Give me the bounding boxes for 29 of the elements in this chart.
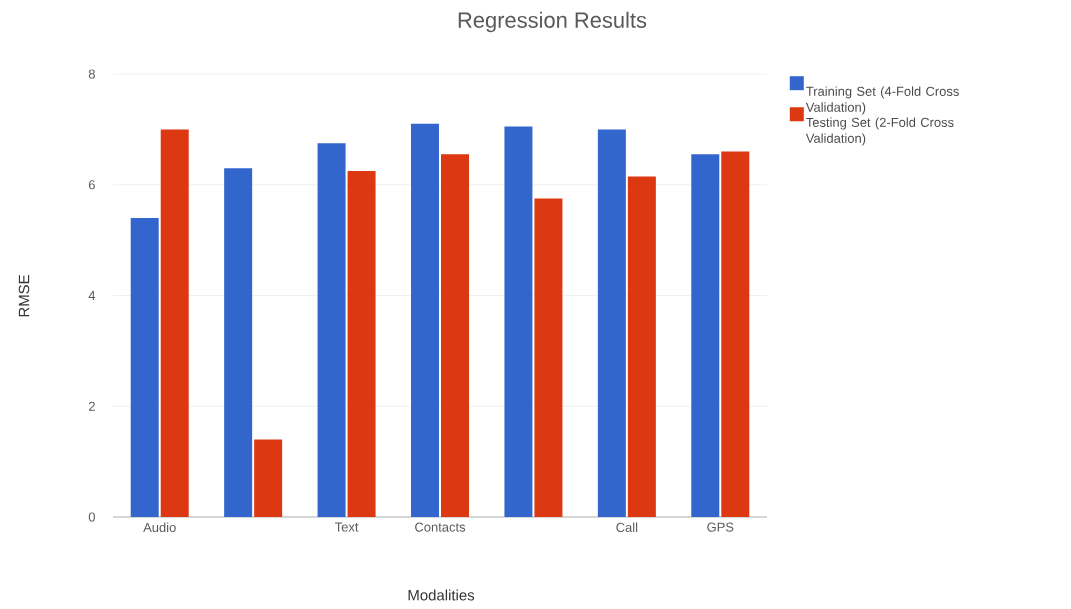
- x-tick-label: Call: [616, 522, 638, 533]
- bar: [441, 154, 469, 517]
- x-tick-label: Audio: [143, 522, 176, 533]
- y-tick-label: 6: [88, 180, 95, 190]
- y-tick-label: 4: [88, 291, 96, 300]
- x-tick-label: Text: [334, 522, 359, 532]
- bar: [597, 129, 626, 517]
- bar: [347, 170, 376, 517]
- bar: [130, 217, 159, 517]
- x-tick-label: Contacts: [415, 522, 466, 532]
- y-tick-label: 2: [88, 401, 95, 411]
- y-tick-label: 0: [88, 512, 95, 522]
- bar: [224, 168, 253, 517]
- y-axis-title: RMSE: [18, 275, 30, 317]
- bar: [254, 439, 283, 517]
- bar: [504, 126, 533, 517]
- legend-label: Training Set (4-Fold Cross Validation): [805, 86, 959, 115]
- chart-title: Regression Results: [458, 11, 647, 33]
- bar: [627, 176, 656, 517]
- bar: [160, 129, 189, 517]
- legend-label: Testing Set (2-Fold Cross Validation): [805, 117, 954, 146]
- y-tick-label: 8: [88, 69, 95, 79]
- bar: [317, 143, 346, 517]
- bar: [691, 154, 720, 517]
- bar: [721, 151, 750, 517]
- x-axis-title: Modalities: [408, 589, 475, 601]
- bar: [411, 123, 439, 517]
- bar: [534, 198, 563, 517]
- x-tick-label: GPS: [707, 522, 734, 532]
